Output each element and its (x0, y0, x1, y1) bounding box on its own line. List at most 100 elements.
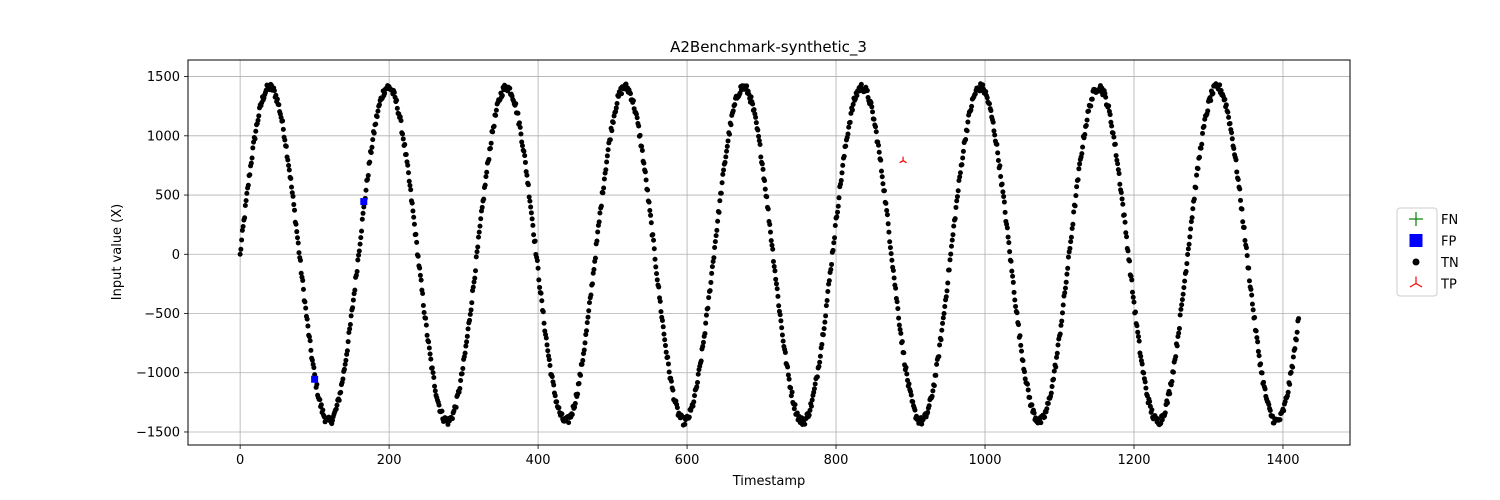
tn-point (499, 92, 505, 98)
tn-point (476, 229, 482, 235)
tn-point (1113, 153, 1119, 159)
tn-point (1237, 186, 1243, 192)
tn-point (630, 98, 636, 104)
tn-point (358, 235, 364, 241)
tn-point (654, 277, 660, 283)
tn-point (662, 337, 668, 343)
tn-point (1082, 132, 1088, 138)
legend-label: TP (1440, 278, 1457, 293)
tn-point (1054, 350, 1060, 356)
tn-point (980, 82, 986, 88)
tn-point (543, 335, 549, 341)
tn-point (1103, 94, 1109, 100)
tn-point (603, 167, 609, 173)
tn-point (418, 277, 424, 283)
tn-point (604, 159, 610, 165)
tn-point (546, 357, 552, 363)
legend-label: TN (1440, 256, 1459, 271)
tn-point (583, 332, 589, 338)
tn-point (1004, 225, 1010, 231)
tn-point (1142, 379, 1148, 385)
tn-point (714, 227, 720, 233)
tn-point (1170, 369, 1176, 375)
tn-point (762, 186, 768, 192)
grid-lines (188, 60, 1350, 445)
tn-point (1002, 209, 1008, 215)
tn-point (245, 182, 251, 188)
tn-point (1102, 91, 1108, 97)
tn-point (1062, 285, 1068, 291)
tn-point (354, 269, 360, 275)
tn-point (1250, 307, 1256, 313)
tn-point (986, 101, 992, 107)
tn-point (522, 159, 528, 165)
tn-point (478, 216, 484, 222)
tn-point (368, 150, 374, 156)
tn-point (436, 402, 442, 408)
tn-point (1181, 285, 1187, 291)
tn-point (759, 161, 765, 167)
tn-point (823, 303, 829, 309)
tn-point (303, 305, 309, 311)
tn-point (665, 354, 671, 360)
tn-point (709, 270, 715, 276)
tn-point (756, 133, 762, 139)
tn-point (949, 237, 955, 243)
tn-point (1187, 234, 1193, 240)
tn-point (838, 177, 844, 183)
tn-point (411, 221, 417, 227)
tn-point (957, 174, 963, 180)
tn-point (1177, 312, 1183, 318)
tn-point (885, 221, 891, 227)
tn-point (1179, 302, 1185, 308)
tn-point (594, 238, 600, 244)
tn-point (579, 361, 585, 367)
tn-point (1084, 117, 1090, 123)
tn-point (709, 264, 715, 270)
tn-point (467, 311, 473, 317)
tn-point (471, 279, 477, 285)
tn-point (352, 287, 358, 293)
tn-point (540, 309, 546, 315)
tn-point (668, 378, 674, 384)
tn-point (294, 235, 300, 241)
tn-point (1149, 407, 1155, 413)
tn-point (846, 124, 852, 130)
tn-point (1184, 261, 1190, 267)
tn-point (417, 265, 423, 271)
tn-point (817, 353, 823, 359)
tn-point (952, 216, 958, 222)
tn-point (586, 308, 592, 314)
fp-point (311, 375, 319, 383)
tn-point (375, 108, 381, 114)
tn-point (1111, 134, 1117, 140)
tn-point (1038, 420, 1044, 426)
tn-point (311, 365, 317, 371)
tn-point (544, 342, 550, 348)
tn-point (556, 405, 562, 411)
tn-point (1057, 331, 1063, 337)
tn-point (869, 104, 875, 110)
tn-point (830, 247, 836, 253)
tn-point (942, 304, 948, 310)
tn-point (1197, 154, 1203, 160)
tn-point (666, 369, 672, 375)
tn-point (376, 102, 382, 108)
tn-point (988, 108, 994, 114)
tn-point (528, 210, 534, 216)
tn-point (936, 354, 942, 360)
tn-point (578, 372, 584, 378)
tn-point (247, 172, 253, 178)
x-tick-label: 800 (824, 453, 849, 468)
tn-point (901, 350, 907, 356)
tn-point (648, 212, 654, 218)
tn-point (934, 361, 940, 367)
tn-point (1117, 181, 1123, 187)
legend-marker-fn (1409, 212, 1423, 226)
tn-point (870, 109, 876, 115)
tn-point (408, 187, 414, 193)
tn-point (925, 409, 931, 415)
tn-point (519, 139, 525, 145)
tn-point (286, 167, 292, 173)
tn-point (1294, 329, 1300, 335)
